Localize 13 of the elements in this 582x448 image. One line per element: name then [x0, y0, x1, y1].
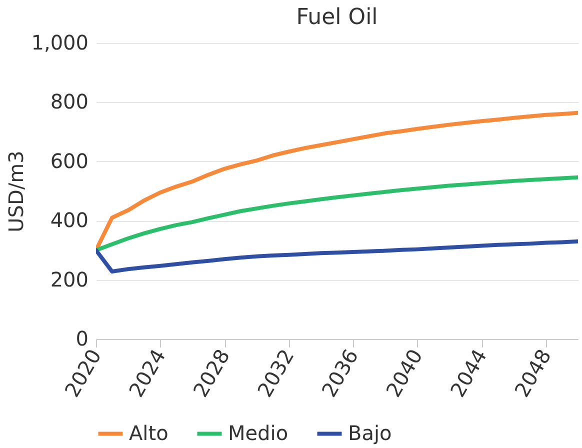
y-tick-label: 400 — [50, 208, 88, 232]
y-axis-title: USD/m3 — [4, 150, 28, 232]
legend-label: Alto — [129, 420, 168, 445]
line-series — [96, 175, 578, 252]
y-tick-label: 1,000 — [31, 30, 88, 54]
legend-label: Medio — [228, 420, 288, 445]
y-tick-label: 600 — [50, 148, 88, 173]
y-tick-label: 0 — [76, 326, 88, 350]
legend-label: Bajo — [348, 420, 392, 445]
y-tick-label: 800 — [50, 90, 88, 114]
y-tick-label: 200 — [50, 267, 88, 292]
chart-title: Fuel Oil — [296, 5, 378, 30]
line-series — [96, 239, 578, 274]
